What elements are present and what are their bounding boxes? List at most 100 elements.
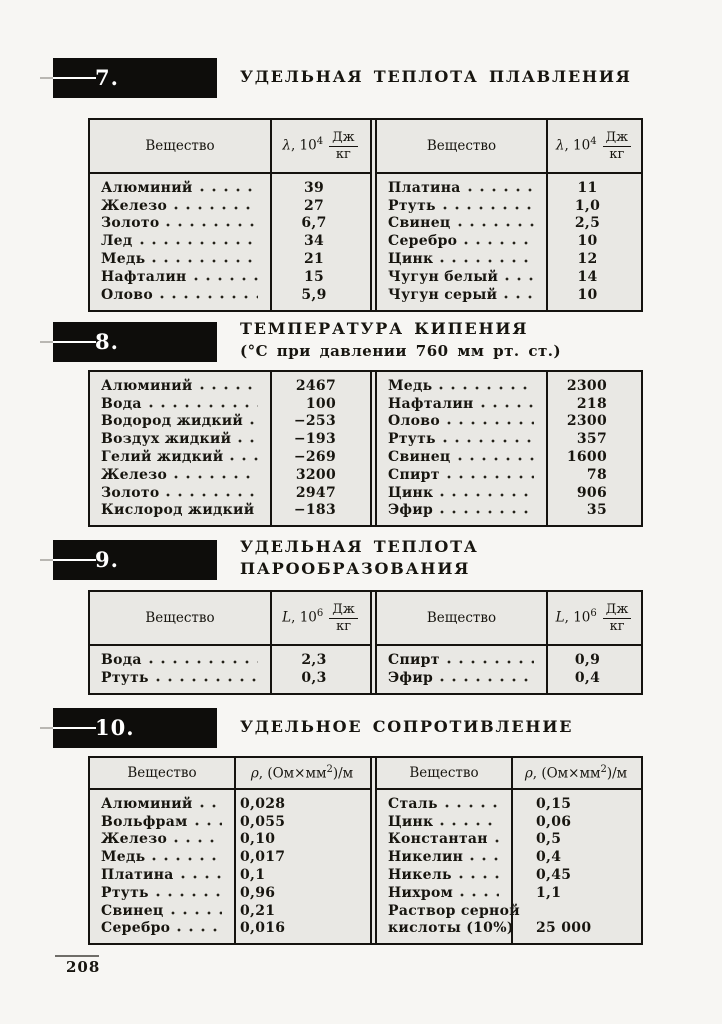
substance-name: Ртуть [388, 431, 436, 448]
table-middle-separator [370, 758, 377, 944]
dot-leader [467, 182, 534, 197]
substance-name: Эфир [388, 502, 434, 519]
substance-value: 1600 [566, 449, 607, 466]
table-row: Олово 5,9 [90, 286, 370, 304]
table-body-right: Медь 2300 Нафталин 218 Олово 2300 Ртуть 357 Свин… [377, 372, 641, 525]
substance-value: 2,5 [574, 215, 601, 232]
section-number: 7. [95, 65, 119, 90]
substance-value: 1,1 [536, 884, 562, 901]
substance-name: Нафталин [101, 268, 187, 285]
quantity-base: , 10 [564, 609, 591, 626]
boiling-point-table: Алюминий 2467 Вода 100 Водород жидкий −253 Воз… [88, 370, 643, 528]
substance-value: 906 [576, 484, 607, 501]
dot-leader [166, 218, 258, 233]
unit-denominator: кг [609, 146, 625, 162]
substance-name: Вода [101, 651, 142, 668]
substance-name: Платина [101, 867, 174, 884]
substance-name: Медь [388, 377, 433, 394]
quantity-exponent: 4 [590, 136, 597, 147]
substance-name: Нафталин [388, 395, 474, 412]
quantity-base: , 10 [290, 137, 317, 154]
quantity-base: , 10 [291, 609, 317, 626]
table-row: Вольфрам 0,055 [90, 813, 370, 831]
table-row: Лед 34 [90, 232, 370, 251]
column-header-quantity: λ, 104 Дж кг [546, 131, 641, 161]
substance-value: −269 [293, 449, 336, 466]
dot-leader [193, 271, 258, 286]
substance-value: 0,055 [240, 813, 286, 830]
fusion-heat-table: Вещество λ, 104 Дж кг Алюминий 39 Железо 27 Зо… [88, 118, 643, 312]
substance-value: 11 [577, 179, 598, 196]
substance-value: −253 [293, 413, 336, 430]
substance-value: 78 [586, 466, 607, 483]
table-row: Водород жидкий −253 [90, 413, 370, 431]
table-row: Свинец 1600 [377, 448, 641, 467]
substance-value: 0,9 [574, 651, 601, 668]
substance-name: Ртуть [101, 669, 149, 686]
section-subtitle-line: (°С при давлении 760 мм рт. ст.) [240, 342, 562, 360]
substance-value: 10 [577, 286, 598, 303]
table-row: Серебро 0,016 [90, 920, 370, 938]
table-row: кислоты (10%) 25 000 [377, 920, 641, 938]
dot-leader [174, 469, 258, 484]
substance-name: Золото [101, 215, 160, 232]
substance-name: Олово [388, 413, 440, 430]
substance-value: 21 [303, 251, 325, 268]
table-row: Ртуть 0,3 [90, 669, 370, 687]
substance-name: Алюминий [101, 795, 193, 812]
quantity-exponent: 6 [590, 608, 597, 619]
dot-leader [442, 200, 534, 215]
table-header-row: Вещество ρ, (Ом×мм2)/м [90, 758, 370, 790]
substance-value: −193 [293, 431, 336, 448]
dot-leader [159, 289, 258, 304]
dot-leader [439, 380, 534, 395]
table-middle-separator [370, 372, 377, 526]
table-row: Эфир 0,4 [377, 669, 641, 687]
substance-name: Водород жидкий [101, 413, 244, 430]
substance-value: 0,5 [536, 831, 562, 848]
substance-name: Константан [388, 831, 488, 848]
section-7-title: УДЕЛЬНАЯ ТЕПЛОТА ПЛАВЛЕНИЯ [240, 66, 632, 88]
table-row: Ртуть 1,0 [377, 197, 641, 215]
dot-leader [199, 798, 222, 813]
quantity-exponent: 4 [316, 136, 324, 147]
substance-value: 0,017 [240, 849, 286, 866]
column-header-substance: Вещество [409, 765, 479, 781]
table-body-left: Алюминий 2467 Вода 100 Водород жидкий −253 Воз… [90, 372, 370, 525]
unit-numerator: Дж [602, 603, 632, 619]
table-row: Платина 11 [377, 179, 641, 197]
badge-line [40, 341, 96, 343]
unit-fraction: Дж кг [602, 131, 632, 162]
quantity-symbol: L [555, 609, 565, 626]
dot-leader [480, 398, 534, 413]
substance-value: 100 [305, 395, 336, 412]
unit-fraction: Дж кг [329, 603, 358, 633]
table-row: Кислород жидкий −183 [90, 502, 370, 520]
quantity-base: , 10 [564, 137, 591, 154]
substance-name: Чугун серый [388, 286, 498, 303]
table-row: Гелий жидкий −269 [90, 448, 370, 467]
quantity-unit-post: )/м [332, 765, 354, 782]
dot-leader [148, 398, 258, 413]
substance-value: 0,1 [240, 867, 266, 884]
substance-value: 0,4 [536, 849, 562, 866]
table-middle-separator [370, 592, 377, 693]
table-body-right: Платина 11 Ртуть 1,0 Свинец 2,5 Серебро 10 Цинк 1… [377, 174, 641, 310]
table-row: Воздух жидкий −193 [90, 430, 370, 449]
section-number: 8. [95, 329, 119, 354]
table-body-left: Алюминий 39 Железо 27 Золото 6,7 Лед 34 Медь 21 На… [90, 174, 370, 310]
substance-value: 0,06 [536, 813, 572, 830]
badge-line [40, 77, 96, 79]
dot-leader [440, 672, 534, 687]
substance-name: Железо [101, 466, 168, 483]
column-header-quantity: ρ, (Ом×мм2)/м [511, 764, 641, 782]
substance-name: Ртуть [388, 197, 436, 214]
table-row: Цинк 12 [377, 250, 641, 269]
substance-name: кислоты (10%) [388, 920, 514, 937]
table-row: Цинк 0,06 [377, 813, 641, 831]
substance-name: Цинк [388, 251, 434, 268]
substance-name: Никель [388, 867, 452, 884]
table-row: Золото 2947 [90, 484, 370, 502]
resistivity-table: Вещество ρ, (Ом×мм2)/м Алюминий 0,028 Воль… [88, 756, 643, 946]
